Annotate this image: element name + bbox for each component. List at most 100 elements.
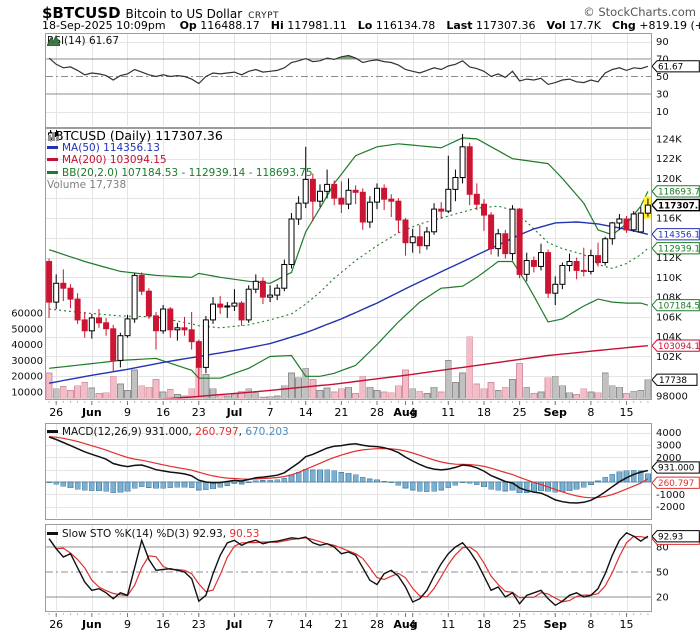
rsi-value-tag: 61.67 xyxy=(651,60,700,72)
week-label: 4 xyxy=(409,406,416,419)
rsi-legend-text: RSI(14) 61.67 xyxy=(47,35,120,47)
price-axis-label: 110K xyxy=(656,273,682,284)
rsi-axis-label: 30 xyxy=(656,90,669,101)
volume-axis-label: 60000 xyxy=(11,309,43,320)
week-label: 23 xyxy=(192,618,206,631)
month-label: Jul xyxy=(226,618,243,631)
quote-fields: Op 116488.17 Hi 117981.11 Lo 116134.78 Last… xyxy=(180,19,700,32)
indicator-area-icon xyxy=(47,35,60,46)
week-label: 21 xyxy=(334,406,348,419)
month-label: Jul xyxy=(226,406,243,419)
sto-axis-label: 50 xyxy=(656,567,669,578)
price-legend-row: BB(20,2.0) 107184.53 - 112939.14 - 11869… xyxy=(47,167,313,179)
month-label: Sep xyxy=(544,406,567,419)
macd-legend-text: , xyxy=(238,426,246,438)
price-tag-text: 107184.53 xyxy=(658,301,700,311)
quote-field-value: 117981.11 xyxy=(283,19,347,32)
rsi-line xyxy=(48,54,649,86)
rsi-axis-label: 10 xyxy=(656,107,669,118)
sto-panel xyxy=(46,531,651,607)
macd-axis-label: -2000 xyxy=(656,502,685,513)
sto-k-line xyxy=(48,531,649,607)
week-label: 16 xyxy=(156,618,170,631)
price-tag-text: 114356.13 xyxy=(658,230,700,240)
quote-field-value: +819.19 (+0.70%) xyxy=(639,19,700,32)
week-label: 11 xyxy=(441,406,455,419)
week-label: 7 xyxy=(267,406,274,419)
week-label: 8 xyxy=(587,406,594,419)
line-swatch-icon xyxy=(47,158,58,162)
week-label: 11 xyxy=(441,618,455,631)
week-label: 21 xyxy=(334,618,348,631)
quote-field-label: Vol xyxy=(546,19,566,32)
price-axis-label: 112K xyxy=(656,253,682,264)
price-tag-text: 117307.36 xyxy=(658,201,700,211)
sto-legend-text: Slow STO %K(14) %D(3) 92.93 xyxy=(62,528,223,540)
week-label: 28 xyxy=(370,618,384,631)
month-label: Jun xyxy=(81,618,102,631)
week-label: 9 xyxy=(124,618,131,631)
rsi-legend: RSI(14) 61.67 xyxy=(47,35,119,47)
line-swatch-icon xyxy=(47,170,58,174)
quote-field-value: 17.7K xyxy=(565,19,601,32)
week-label: 28 xyxy=(370,406,384,419)
price-axis-label: 106K xyxy=(656,312,682,323)
week-label: 15 xyxy=(620,618,634,631)
stockcharts-credit: © StockCharts.com xyxy=(583,5,696,19)
week-label: 23 xyxy=(192,406,206,419)
price-panel xyxy=(46,133,651,399)
price-legend-text: $BTCUSD (Daily) 117307.36 xyxy=(47,128,223,143)
volume-bars xyxy=(46,336,651,399)
quote-field-value: 117307.36 xyxy=(472,19,536,32)
price-tag: 107184.53 xyxy=(651,299,700,311)
candlesticks xyxy=(46,133,651,398)
volume-axis-label: 50000 xyxy=(11,324,43,335)
macd-panel xyxy=(46,436,651,504)
grid-lines xyxy=(46,34,651,610)
volume-axis-label: 20000 xyxy=(11,372,43,383)
quote-field-value: 116488.17 xyxy=(196,19,260,32)
sto-axis-label: 20 xyxy=(656,592,669,603)
sto-legend-text: , xyxy=(222,528,230,540)
bollinger-upper-band xyxy=(48,137,649,284)
month-label: Aug xyxy=(393,406,417,419)
price-legend-row: MA(50) 114356.13 xyxy=(47,142,313,154)
price-legend-row: MA(200) 103094.15 xyxy=(47,154,313,166)
month-label: Sep xyxy=(544,618,567,631)
price-axis-label: 104K xyxy=(656,332,682,343)
volume-tag-text: 17738 xyxy=(659,376,687,386)
price-axis-label: 108K xyxy=(656,293,682,304)
macd-axis-label: 2000 xyxy=(656,453,681,464)
price-tag: 103094.15 xyxy=(651,339,700,352)
macd-legend-text: MACD(12,26,9) 931.000 xyxy=(62,426,189,438)
macd-axis-label: -1000 xyxy=(656,490,685,501)
price-tag-text: 260.797 xyxy=(658,479,694,489)
exchange-label: CRYPT xyxy=(248,11,280,21)
price-legend: $BTCUSD (Daily) 117307.36 MA(50) 114356.1… xyxy=(47,128,313,191)
week-label: 18 xyxy=(477,618,491,631)
volume-axis-label: 30000 xyxy=(11,356,43,367)
week-label: 8 xyxy=(587,618,594,631)
price-tag-text: 61.67 xyxy=(658,62,683,72)
volume-tag: 17738 xyxy=(651,373,698,386)
ma50-line xyxy=(48,221,649,384)
sto-legend-row: Slow STO %K(14) %D(3) 92.93, 90.53 xyxy=(47,528,259,540)
rsi-axis-label: 50 xyxy=(656,72,669,83)
week-label: 15 xyxy=(620,406,634,419)
week-label: 14 xyxy=(299,406,313,419)
month-label: Aug xyxy=(393,618,417,631)
sto-d-line xyxy=(48,535,649,603)
panel-borders xyxy=(45,33,652,612)
price-tag: 112939.14 xyxy=(651,242,700,254)
macd-legend-text: , xyxy=(188,426,196,438)
price-axis-label: 124K xyxy=(656,134,682,145)
macd-histogram xyxy=(46,469,651,494)
symbol-name: Bitcoin to US Dollar xyxy=(125,7,243,21)
price-tag: 117307.36 xyxy=(651,198,700,212)
volume-bars-icon xyxy=(48,132,59,141)
week-label: 26 xyxy=(49,406,63,419)
price-legend-text: BB(20,2.0) 107184.53 - 112939.14 - 11869… xyxy=(62,166,313,179)
